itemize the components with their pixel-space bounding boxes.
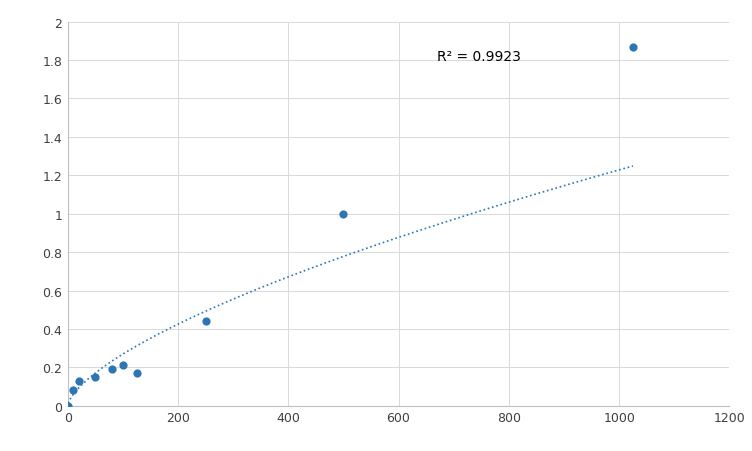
Point bbox=[106, 366, 118, 373]
Text: R² = 0.9923: R² = 0.9923 bbox=[437, 50, 521, 64]
Point bbox=[89, 373, 102, 381]
Point bbox=[131, 370, 143, 377]
Point bbox=[627, 44, 639, 51]
Point bbox=[338, 211, 350, 218]
Point bbox=[67, 387, 79, 394]
Point bbox=[62, 402, 74, 410]
Point bbox=[199, 318, 211, 325]
Point bbox=[117, 362, 129, 369]
Point bbox=[73, 377, 85, 385]
